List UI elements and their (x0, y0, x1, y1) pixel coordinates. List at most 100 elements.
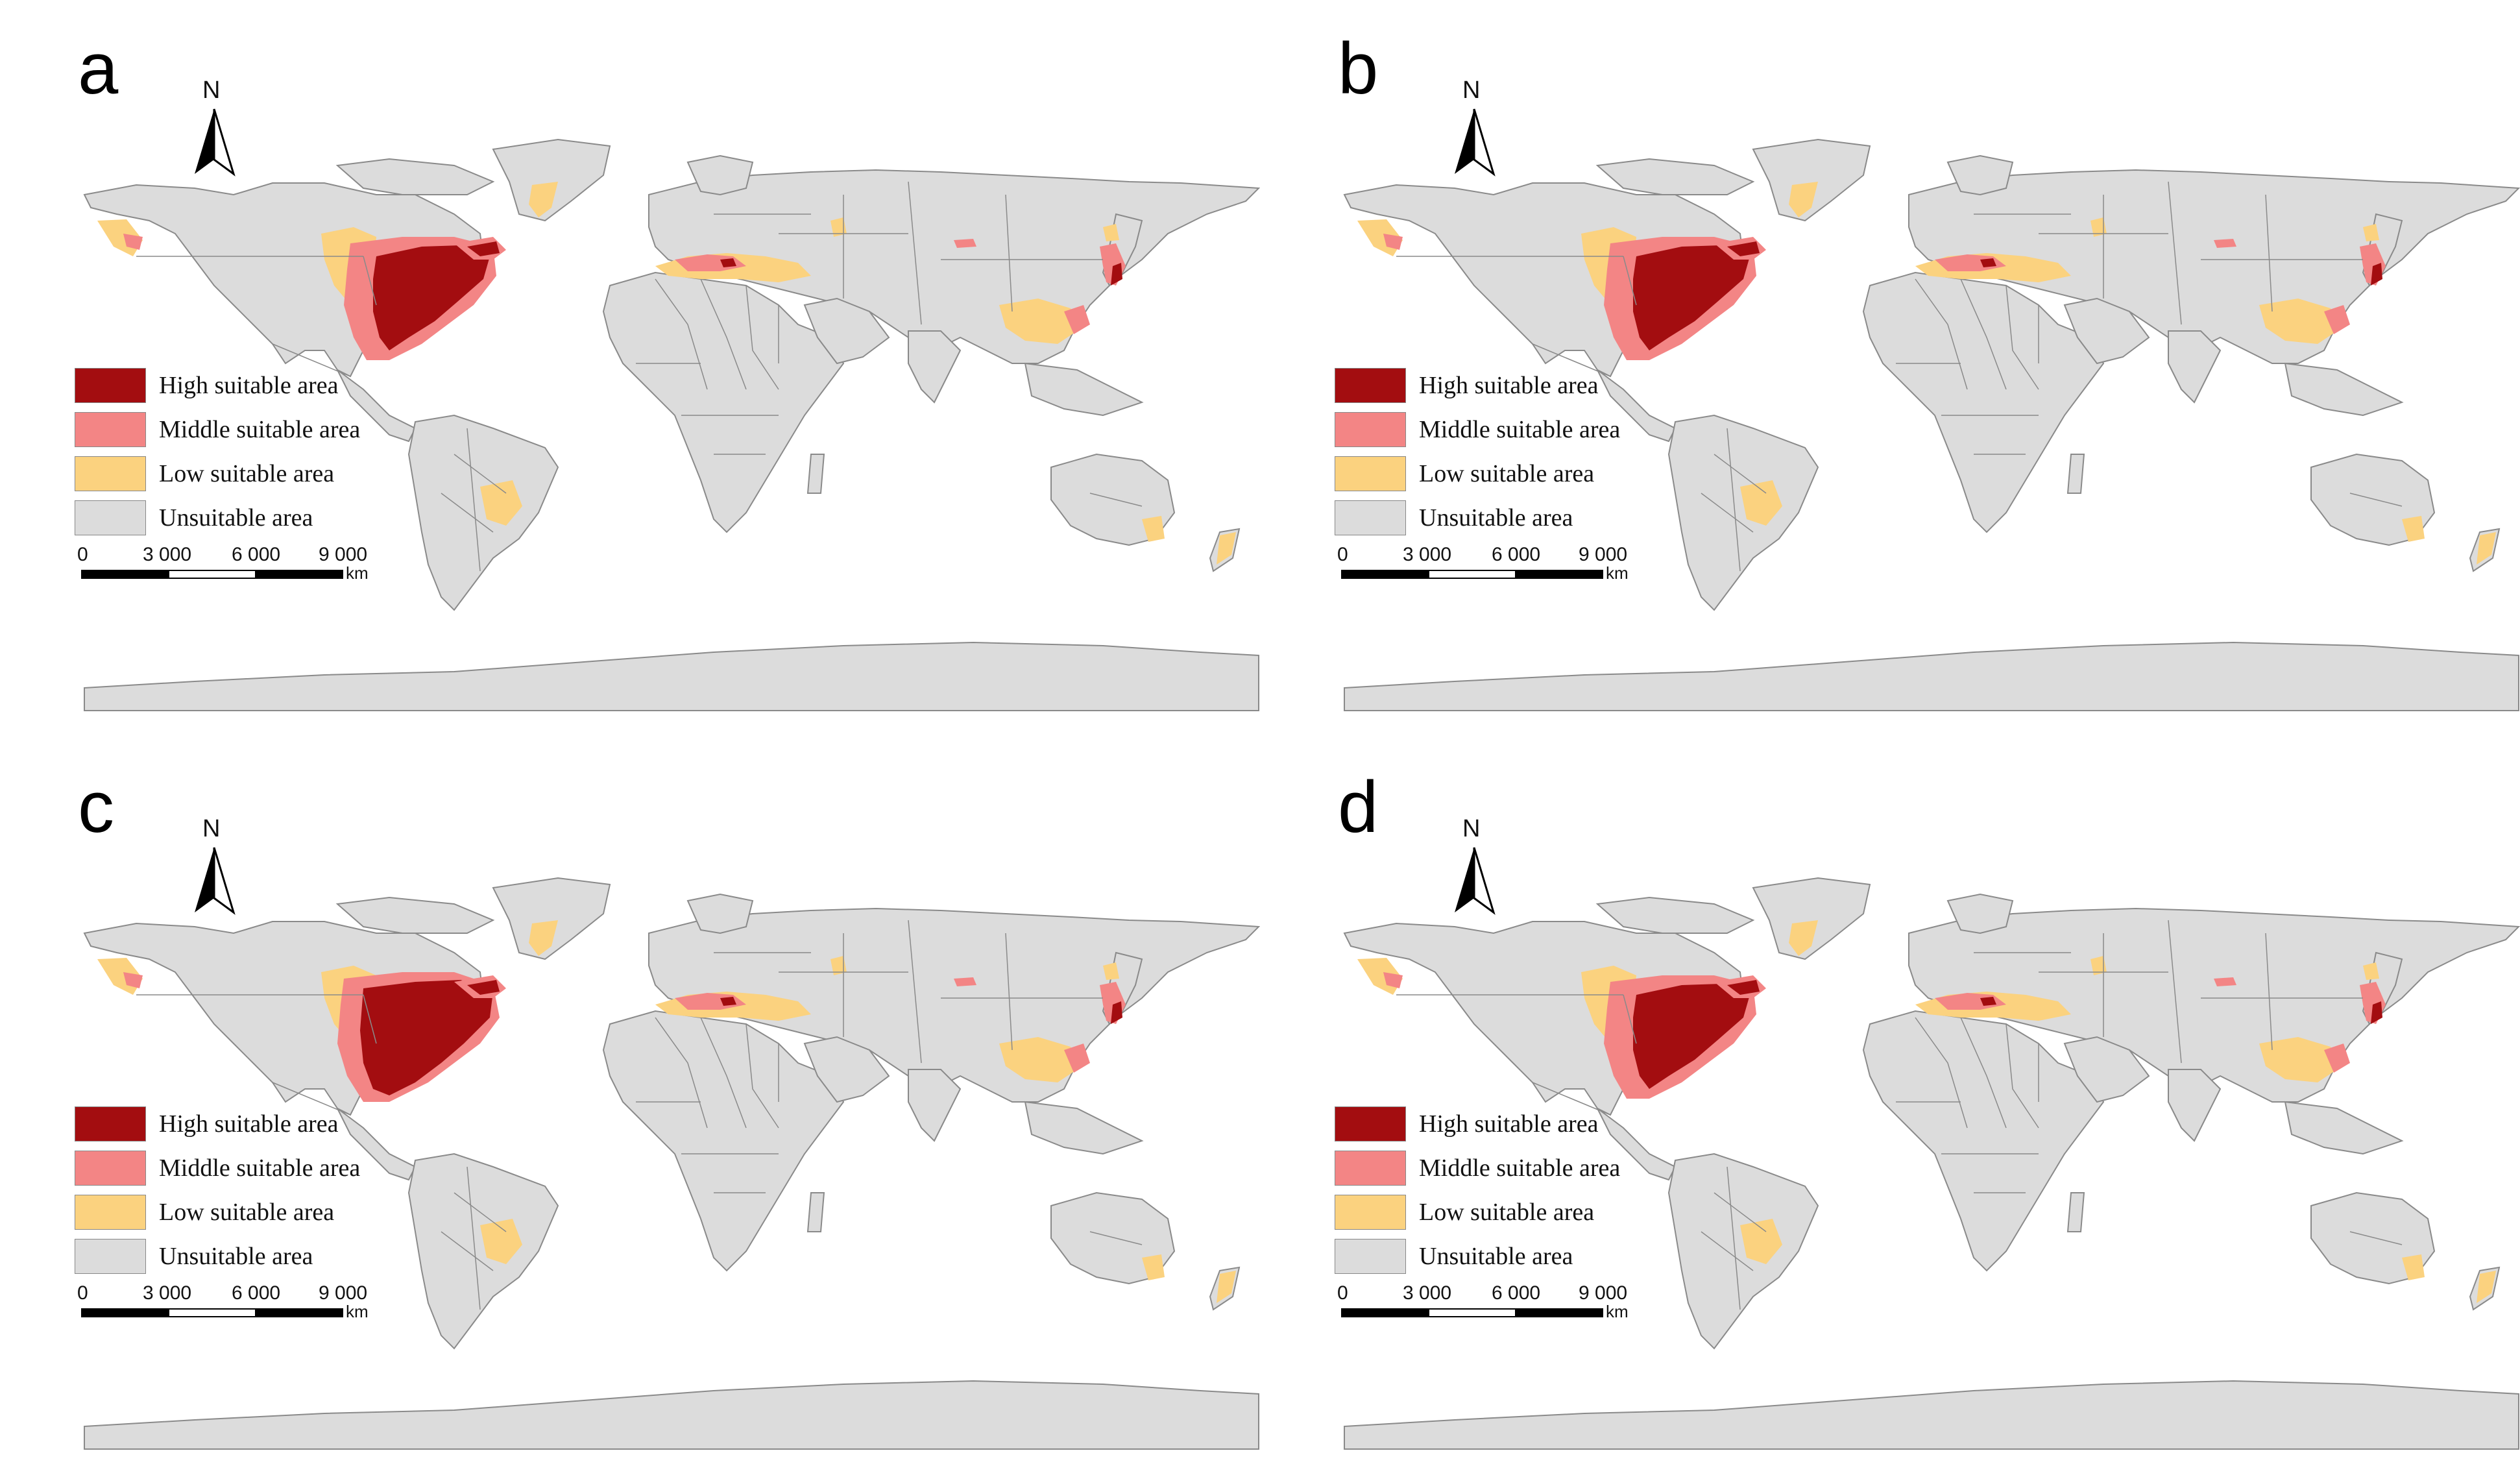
region-middle-9 (1935, 993, 2006, 1010)
legend-swatch-high (1335, 368, 1406, 403)
legend-item-middle: Middle suitable area (75, 1146, 360, 1190)
legend-item-unsuitable: Unsuitable area (75, 496, 360, 540)
world-map (1343, 877, 2520, 1450)
legend-label-unsuitable: Unsuitable area (1419, 504, 1573, 531)
north-label: N (202, 77, 221, 104)
land-scandinavia (1946, 154, 2014, 196)
panel-letter: c (78, 766, 114, 848)
suitability-regions (1357, 182, 2496, 565)
legend-swatch-unsuitable (75, 1239, 146, 1274)
border-16 (1714, 1192, 1767, 1232)
land-eurasia (1908, 169, 2520, 364)
border-18 (1726, 428, 1741, 572)
land-masses (83, 877, 1260, 1450)
border-19 (2349, 493, 2403, 507)
north-arrow: N (188, 77, 240, 180)
north-arrow-icon (1455, 108, 1496, 177)
legend-label-unsuitable: Unsuitable area (1419, 1243, 1573, 1270)
north-label: N (1462, 815, 1481, 842)
region-middle-6 (123, 972, 143, 988)
world-map (83, 877, 1260, 1450)
panel-letter: b (1338, 28, 1379, 109)
region-middle-20 (954, 977, 976, 986)
scale-segment-3 (1515, 570, 1603, 579)
border-17 (441, 493, 494, 533)
land-madagascar (2066, 1192, 2085, 1232)
legend-swatch-low (1335, 1195, 1406, 1230)
legend: High suitable area Middle suitable area … (75, 1102, 360, 1278)
border-12 (2265, 933, 2273, 1051)
country-borders (1396, 181, 2403, 572)
region-high-2 (360, 980, 493, 1095)
legend-label-unsuitable: Unsuitable area (159, 504, 313, 531)
border-1 (363, 256, 377, 306)
border-2 (1532, 1082, 1611, 1116)
legend-label-middle: Middle suitable area (1419, 1154, 1621, 1182)
region-high-14 (2371, 263, 2382, 286)
land-india (908, 330, 962, 404)
border-12 (1005, 933, 1013, 1051)
land-south-america (1667, 414, 1819, 611)
scale-tick-3: 9 000 (1579, 544, 1628, 565)
border-17 (441, 1231, 494, 1271)
region-low-15 (2363, 962, 2379, 980)
border-5 (745, 285, 779, 390)
region-middle-12 (2324, 1044, 2350, 1073)
legend-item-low: Low suitable area (75, 452, 360, 496)
legend-label-high: High suitable area (159, 1110, 339, 1138)
border-12 (1005, 194, 1013, 312)
land-india (2168, 330, 2222, 404)
region-low-19 (830, 217, 847, 237)
region-middle-9 (675, 993, 746, 1010)
border-1 (363, 994, 377, 1044)
north-arrow: N (1448, 77, 1500, 180)
north-arrow-icon (195, 108, 236, 177)
country-borders (136, 920, 1143, 1310)
region-low-17 (2402, 1254, 2425, 1280)
land-africa (1862, 271, 2105, 533)
scale-unit: km (1606, 563, 1629, 583)
land-scandinavia (1946, 893, 2014, 934)
region-middle-20 (954, 239, 976, 248)
border-16 (1714, 454, 1767, 494)
legend-label-unsuitable: Unsuitable area (159, 1243, 313, 1270)
legend-label-middle: Middle suitable area (159, 416, 361, 443)
scale-bar: 0 3 000 6 000 9 000 km (1337, 544, 1640, 589)
legend-swatch-high (1335, 1106, 1406, 1141)
legend: High suitable area Middle suitable area … (1335, 363, 1620, 540)
region-low-18 (2477, 1271, 2496, 1303)
land-arabia (803, 1036, 890, 1103)
region-high-2 (373, 245, 490, 350)
legend-swatch-unsuitable (1335, 500, 1406, 535)
border-4 (1960, 278, 2007, 390)
scale-tick-1: 3 000 (1403, 544, 1452, 565)
region-middle-9 (675, 254, 746, 271)
suitability-regions (1357, 920, 2496, 1303)
legend-label-low: Low suitable area (159, 460, 335, 487)
legend-swatch-low (75, 1195, 146, 1230)
legend-label-middle: Middle suitable area (1419, 416, 1621, 443)
legend-swatch-unsuitable (75, 500, 146, 535)
land-masses (1343, 138, 2520, 711)
border-11 (908, 181, 922, 325)
border-19 (1089, 493, 1143, 507)
border-5 (2005, 1023, 2039, 1129)
region-low-11 (999, 299, 1077, 344)
region-low-18 (1217, 1271, 1236, 1303)
map-panel-d: d N High suitable area Middle suitable a… (1260, 738, 2520, 1477)
north-arrow-icon (195, 847, 236, 915)
region-low-7 (1789, 920, 1818, 956)
legend-item-high: High suitable area (75, 363, 360, 408)
region-middle-12 (1064, 1044, 1090, 1073)
border-19 (2349, 1231, 2403, 1245)
legend-label-middle: Middle suitable area (159, 1154, 361, 1182)
border-12 (2265, 194, 2273, 312)
border-11 (2168, 920, 2182, 1064)
region-low-19 (2090, 956, 2107, 975)
suitability-regions (97, 920, 1236, 1303)
region-low-18 (2477, 532, 2496, 565)
scale-segment-1 (81, 570, 169, 579)
border-2 (1532, 343, 1611, 377)
region-middle-6 (1383, 234, 1403, 250)
scale-segment-2 (1428, 1308, 1516, 1317)
